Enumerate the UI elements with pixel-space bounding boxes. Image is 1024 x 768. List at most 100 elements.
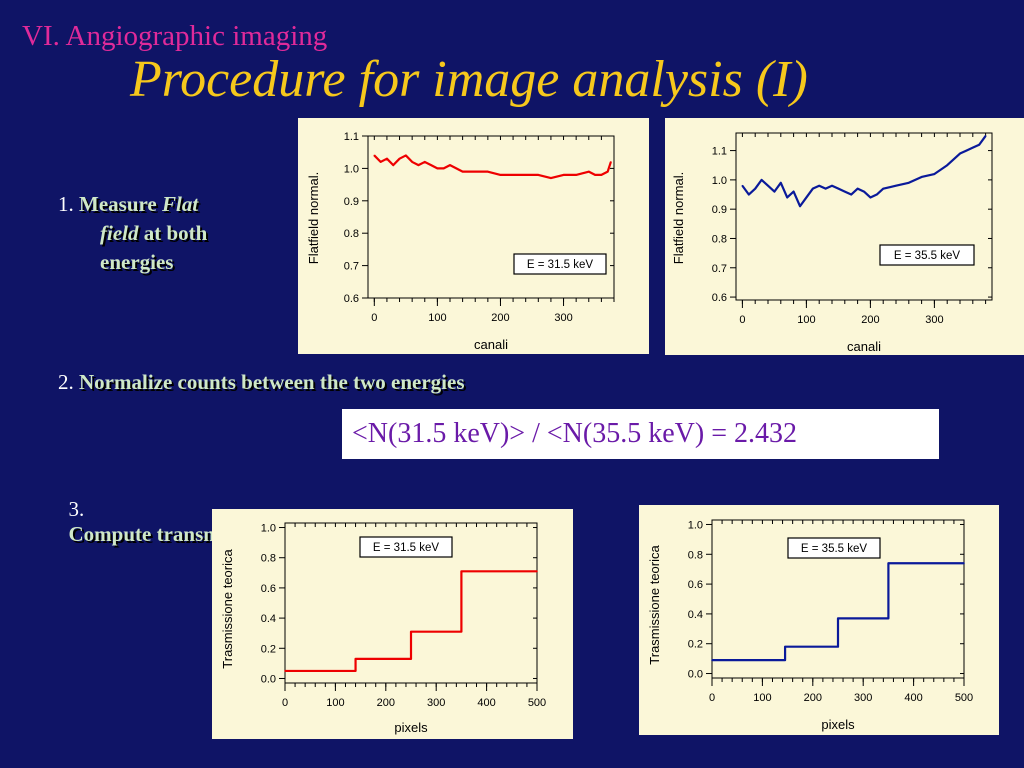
x-tick-label: 300 — [427, 697, 445, 709]
data-point — [562, 174, 565, 176]
y-tick-label: 0.9 — [712, 204, 727, 216]
section-title: VI. Angiographic imaging — [22, 20, 328, 52]
data-point — [805, 196, 808, 199]
x-tick-label: 100 — [753, 692, 771, 704]
x-tick-label: 100 — [428, 312, 446, 324]
data-point — [442, 167, 445, 170]
data-point — [786, 196, 788, 199]
data-point — [284, 670, 286, 672]
y-tick-label: 0.4 — [261, 613, 276, 625]
step-1-text-c: field — [100, 221, 139, 245]
data-point — [474, 170, 477, 173]
y-tick-label: 1.1 — [344, 131, 359, 143]
data-point — [767, 184, 769, 187]
series-line — [373, 154, 612, 180]
data-point — [410, 658, 412, 660]
data-point — [959, 152, 961, 155]
data-point — [784, 659, 786, 661]
legend-box — [879, 244, 975, 266]
x-tick-label: 400 — [904, 692, 922, 704]
series-line — [712, 562, 964, 662]
data-point — [594, 174, 596, 176]
data-point — [837, 617, 839, 620]
data-point — [818, 184, 820, 187]
y-tick-label: 0.6 — [344, 293, 359, 305]
data-point — [537, 174, 540, 176]
data-point — [887, 617, 890, 620]
data-point — [524, 174, 527, 176]
x-tick-label: 200 — [491, 312, 509, 324]
x-tick-label: 500 — [528, 697, 546, 709]
data-point — [741, 184, 744, 187]
y-tick-label: 0.7 — [712, 263, 727, 275]
step-1-text-e: energies — [100, 250, 174, 274]
chart-panel-flatfield-35: 0 100 200 300 0.6 0.7 0.8 0.9 1.0 1.1 canali Flatfi… — [665, 118, 1024, 355]
legend-label: E = 31.5 keV — [527, 259, 593, 271]
data-point — [963, 562, 965, 565]
data-point — [460, 570, 463, 573]
data-point — [972, 146, 974, 149]
series-line — [285, 570, 537, 673]
step-3-number: 3. — [68, 497, 85, 521]
data-point — [600, 174, 603, 176]
data-point — [869, 196, 872, 199]
flatfield-31-chart: 0 100 200 300 0.6 0.7 0.8 0.9 1.0 1.1 canali Flatfi… — [306, 131, 615, 352]
data-point — [946, 164, 948, 167]
y-tick-label: 0.9 — [344, 196, 359, 208]
transmission-31-chart: 0 100 200 300 400 500 0.0 0.2 0.4 0.6 0.8 1.0 pixels… — [220, 522, 546, 735]
data-point — [436, 167, 439, 170]
data-point — [844, 190, 846, 193]
data-point — [379, 161, 382, 163]
data-point — [423, 161, 426, 163]
data-point — [831, 184, 833, 187]
data-point — [780, 182, 782, 184]
data-point — [984, 135, 987, 137]
x-tick-label: 300 — [554, 312, 572, 324]
x-tick-label: 0 — [371, 312, 377, 324]
chart-panel-transmission-35: 0 100 200 300 400 500 0.0 0.2 0.4 0.6 0.8 1.0 pixels… — [639, 505, 999, 735]
data-point — [812, 187, 814, 190]
data-point — [754, 187, 756, 190]
data-point — [610, 161, 612, 163]
slide-title: Procedure for image analysis (I) — [130, 51, 808, 108]
data-point — [405, 154, 407, 157]
x-tick-label: 400 — [477, 697, 495, 709]
y-tick-label: 1.0 — [688, 519, 703, 531]
data-point — [895, 184, 897, 187]
y-tick-label: 0.6 — [261, 583, 276, 595]
data-point — [512, 174, 514, 176]
data-point — [398, 157, 401, 160]
flatfield-35-chart: 0 100 200 300 0.6 0.7 0.8 0.9 1.0 1.1 canali Flatfi… — [671, 132, 993, 354]
data-point — [876, 193, 878, 196]
data-point — [373, 154, 376, 157]
legend-label: E = 35.5 keV — [894, 250, 960, 262]
data-point — [863, 190, 865, 193]
y-tick-label: 1.1 — [712, 146, 727, 158]
y-tick-label: 0.8 — [712, 233, 727, 245]
data-point — [856, 187, 859, 190]
data-point — [784, 645, 786, 648]
x-axis-label: canali — [474, 337, 508, 352]
data-point — [430, 164, 432, 166]
data-point — [550, 177, 552, 179]
data-point — [965, 149, 968, 152]
y-tick-label: 0.8 — [261, 553, 276, 565]
data-point — [487, 170, 489, 173]
data-point — [978, 143, 980, 146]
y-tick-label: 0.8 — [688, 549, 703, 561]
data-point — [748, 193, 750, 196]
step-2-number: 2. — [58, 370, 74, 394]
y-tick-label: 0.6 — [712, 292, 727, 304]
data-point — [792, 190, 795, 193]
data-point — [587, 170, 590, 173]
x-tick-label: 0 — [709, 692, 715, 704]
plot-frame — [284, 522, 538, 684]
chart-panel-transmission-31: 0 100 200 300 400 500 0.0 0.2 0.4 0.6 0.8 1.0 pixels… — [212, 509, 573, 739]
data-point — [606, 170, 609, 173]
step-1-text-d: at both — [143, 221, 208, 245]
plot-frame — [367, 135, 615, 299]
ratio-formula: <N(31.5 keV)> / <N(35.5 keV) = 2.432 — [342, 409, 939, 459]
x-axis-label: pixels — [821, 717, 855, 732]
y-axis-label: Trasmissione teorica — [220, 549, 235, 669]
data-point — [536, 570, 538, 573]
